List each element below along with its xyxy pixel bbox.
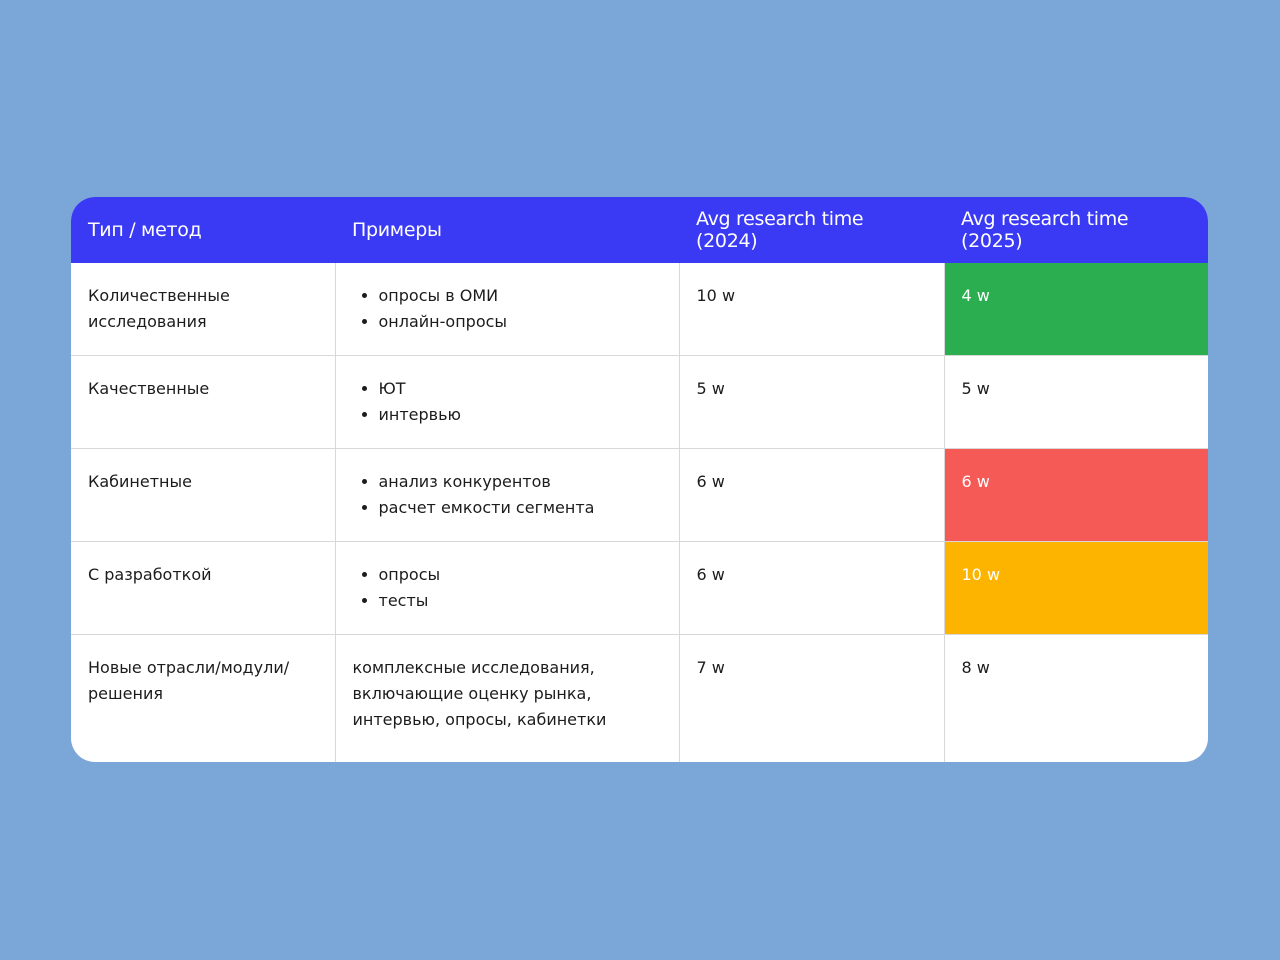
examples-list: опросы в ОМИонлайн-опросы: [353, 283, 662, 335]
example-item: расчет емкости сегмента: [379, 495, 662, 521]
time-2025-cell: 6 w: [943, 448, 1208, 542]
type-cell: С разработкой: [71, 541, 336, 635]
type-cell: Количественные исследования: [71, 263, 336, 356]
time-2024-cell: 7 w: [678, 634, 945, 762]
table-row: Новые отрасли/модули/решения комплексные …: [71, 634, 1208, 762]
time-2024-cell: 6 w: [678, 448, 945, 542]
research-table: Тип / метод Примеры Avg research time (202…: [71, 197, 1208, 762]
examples-cell: комплексные исследования, включающие оце…: [334, 634, 680, 762]
example-item: интервью: [379, 402, 662, 428]
time-2024-cell: 6 w: [678, 541, 945, 635]
table-card: Тип / метод Примеры Avg research time (202…: [71, 197, 1208, 762]
time-2025-cell: 8 w: [943, 634, 1208, 762]
examples-cell: опросытесты: [334, 541, 680, 635]
example-item: опросы в ОМИ: [379, 283, 662, 309]
type-cell: Новые отрасли/модули/решения: [71, 634, 336, 762]
time-2025-cell: 4 w: [943, 263, 1208, 356]
example-item: онлайн-опросы: [379, 309, 662, 335]
time-2024-cell: 5 w: [678, 355, 945, 449]
header-row: Тип / метод Примеры Avg research time (202…: [71, 197, 1208, 263]
table-row: Кабинетные анализ конкурентоврасчет емкос…: [71, 448, 1208, 542]
time-2024-cell: 10 w: [678, 263, 945, 356]
example-item: тесты: [379, 588, 662, 614]
examples-cell: ЮТинтервью: [334, 355, 680, 449]
type-cell: Качественные: [71, 355, 336, 449]
header-cell: Тип / метод: [71, 197, 335, 263]
header-cell: Примеры: [335, 197, 679, 263]
example-item: опросы: [379, 562, 662, 588]
header-cell: Avg research time (2024): [679, 197, 944, 263]
table-row: С разработкой опросытесты 6 w10 w: [71, 541, 1208, 635]
table-header: Тип / метод Примеры Avg research time (202…: [71, 197, 1208, 263]
type-cell: Кабинетные: [71, 448, 336, 542]
time-2025-cell: 10 w: [943, 541, 1208, 635]
examples-list: опросытесты: [353, 562, 662, 614]
table-row: Количественные исследования опросы в ОМИо…: [71, 263, 1208, 356]
table-body: Количественные исследованияопросы в ОМИо…: [71, 263, 1208, 762]
example-item: ЮТ: [379, 376, 662, 402]
header-cell: Avg research time (2025): [944, 197, 1208, 263]
examples-cell: анализ конкурентоврасчет емкости сегмент…: [334, 448, 680, 542]
example-item: анализ конкурентов: [379, 469, 662, 495]
examples-cell: опросы в ОМИонлайн-опросы: [334, 263, 680, 356]
table-row: Качественные ЮТинтервью 5 w5 w: [71, 355, 1208, 449]
time-2025-cell: 5 w: [943, 355, 1208, 449]
examples-list: анализ конкурентоврасчет емкости сегмент…: [353, 469, 662, 521]
examples-list: ЮТинтервью: [353, 376, 662, 428]
